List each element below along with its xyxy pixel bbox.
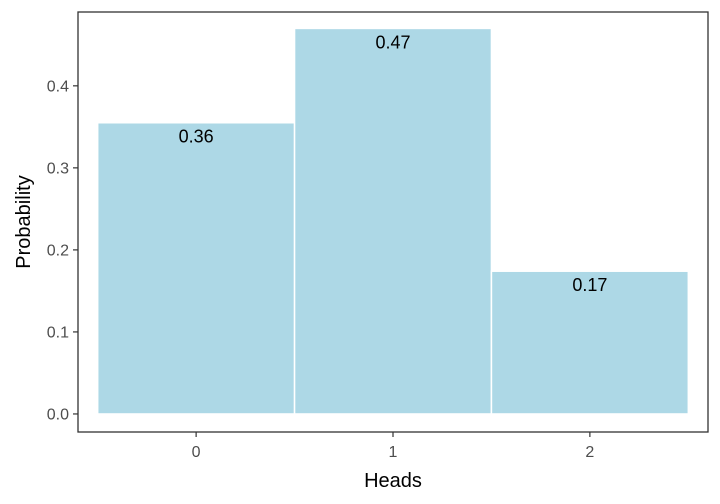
x-tick-label: 2 xyxy=(585,444,594,461)
x-tick-label: 0 xyxy=(192,444,201,461)
data-label-1: 0.47 xyxy=(375,32,410,52)
x-axis-title: Heads xyxy=(364,470,422,492)
y-tick-label: 0.2 xyxy=(47,242,69,259)
x-axis: 0 1 2 xyxy=(192,432,594,461)
bar-2 xyxy=(490,270,690,415)
bar-0 xyxy=(96,121,296,415)
data-label-2: 0.17 xyxy=(572,275,607,295)
y-tick-label: 0.1 xyxy=(47,324,69,341)
bars-layer xyxy=(96,27,690,415)
x-tick-label: 1 xyxy=(389,444,398,461)
data-label-0: 0.36 xyxy=(179,127,214,147)
data-labels-layer: 0.36 0.47 0.17 xyxy=(179,32,608,295)
y-tick-label: 0.3 xyxy=(47,160,69,177)
y-tick-label: 0.4 xyxy=(47,78,69,95)
y-tick-label: 0.0 xyxy=(47,406,69,423)
bar-1 xyxy=(293,27,493,415)
y-axis: 0.0 0.1 0.2 0.3 0.4 xyxy=(47,78,78,423)
y-axis-title: Probability xyxy=(13,175,35,268)
